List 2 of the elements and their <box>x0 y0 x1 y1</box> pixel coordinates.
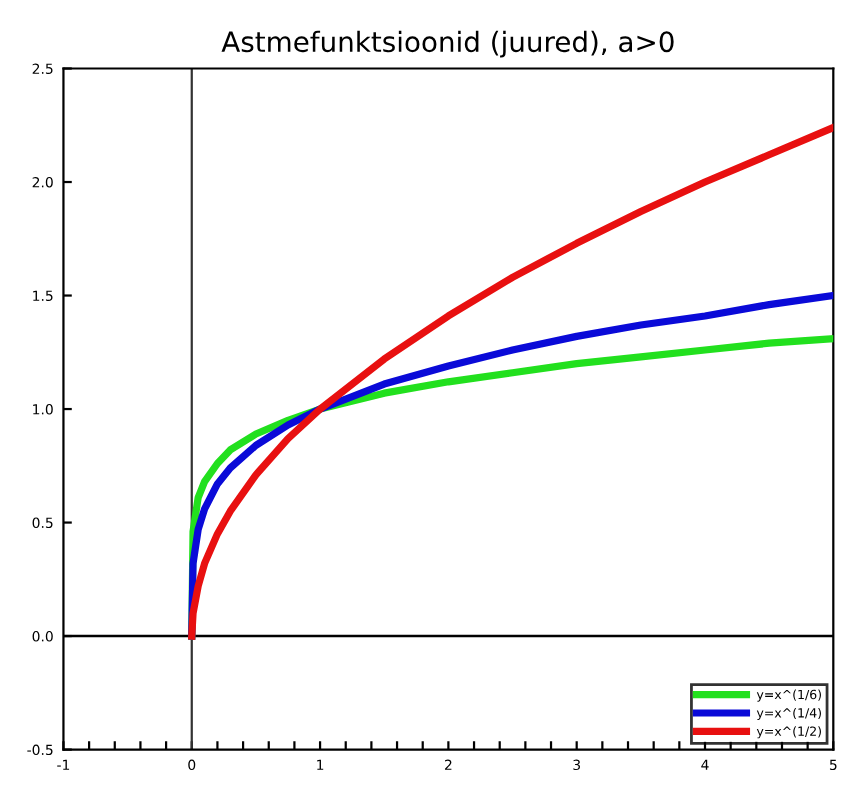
chart-title: Astmefunktsioonid (juured), a>0 <box>221 30 674 58</box>
line-series <box>188 123 834 640</box>
